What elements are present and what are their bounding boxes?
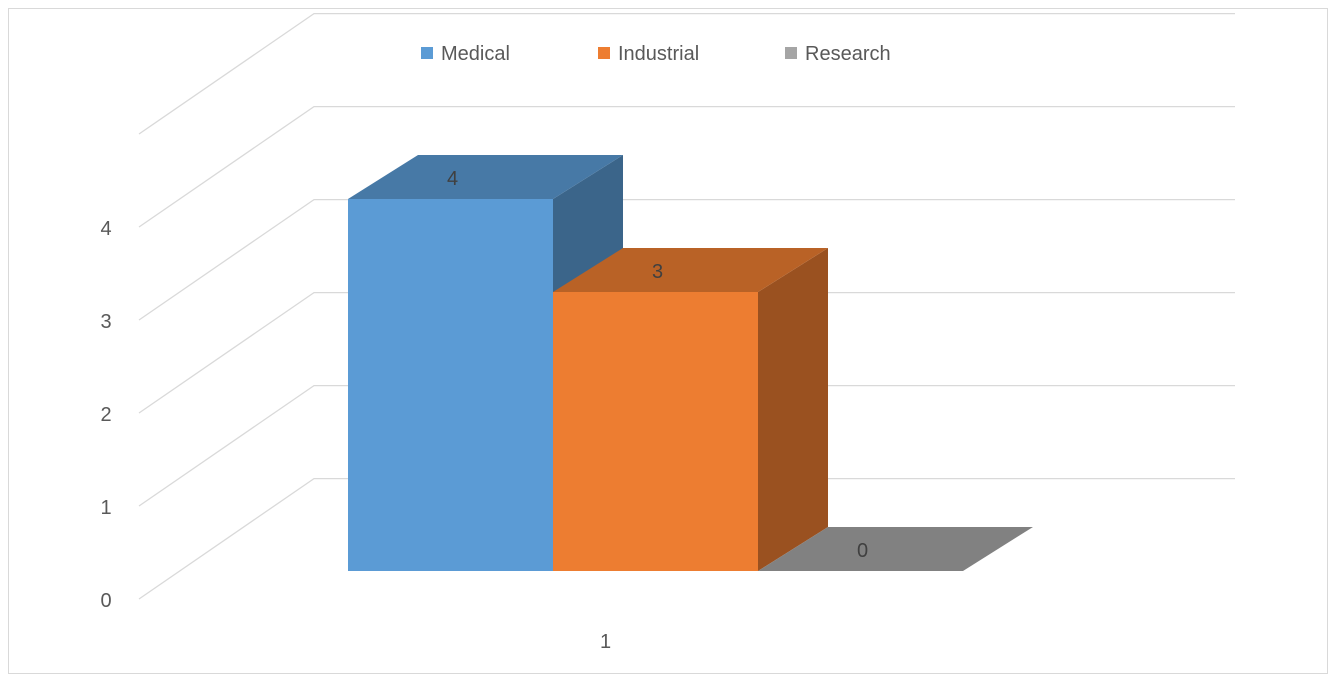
y-tick-label-4: 4 [100,218,111,240]
x-axis: 1 [600,631,611,653]
data-label-medical: 4 [447,168,458,190]
y-tick-label-3: 3 [100,311,111,333]
legend-label-medical: Medical [441,43,510,65]
legend-item-medical: Medical [421,43,510,65]
legend-swatch-industrial [598,47,610,59]
data-label-research: 0 [857,540,868,562]
chart-frame: 0 1 2 3 4 4 3 0 1 Medical Industrial Research [8,8,1328,674]
bar-front-medical [348,199,553,571]
bars [348,155,1033,571]
gridline-2 [138,291,1235,414]
y-tick-label-1: 1 [100,497,111,519]
bar-top-medical [348,155,623,199]
bar-top-research [758,527,1033,571]
y-axis: 0 1 2 3 4 [100,218,111,612]
legend-item-industrial: Industrial [598,43,699,65]
legend-swatch-medical [421,47,433,59]
data-label-industrial: 3 [652,261,663,283]
legend-swatch-research [785,47,797,59]
bar-side-industrial [758,248,828,571]
gridline-0 [138,477,1235,600]
y-tick-label-2: 2 [100,404,111,426]
y-tick-label-0: 0 [100,590,111,612]
bar-top-industrial [553,248,828,292]
chart-svg: 0 1 2 3 4 4 3 0 1 Medical Industrial Research [100,12,1235,653]
legend-label-industrial: Industrial [618,43,699,65]
gridlines [138,12,1235,600]
x-tick-label-1: 1 [600,631,611,653]
bar-research [758,527,1033,571]
bar-front-industrial [553,292,758,571]
legend-label-research: Research [805,43,891,65]
legend-item-research: Research [785,43,891,65]
gridline-3 [138,198,1235,321]
gridline-1 [138,384,1235,507]
gridline-4 [138,105,1235,228]
gridline-5 [138,12,1235,135]
bar-industrial [553,248,828,571]
legend: Medical Industrial Research [421,43,891,65]
data-labels: 4 3 0 [447,168,868,562]
